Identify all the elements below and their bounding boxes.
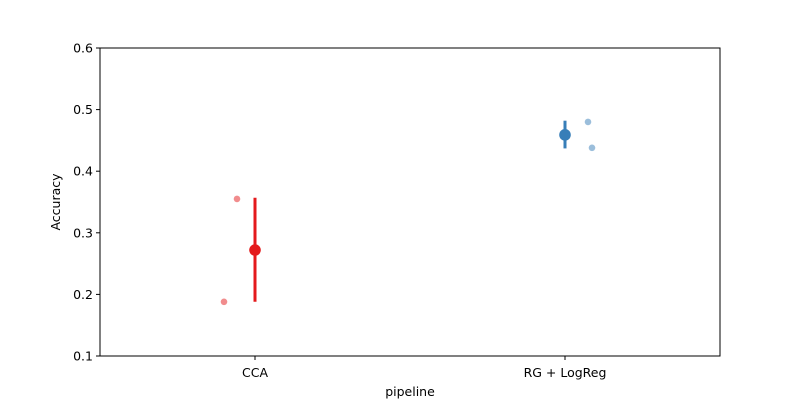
- data-point: [233, 195, 241, 203]
- x-tick-label: RG + LogReg: [524, 365, 607, 380]
- y-axis-label: Accuracy: [48, 173, 63, 231]
- x-tick-label: CCA: [242, 365, 268, 380]
- y-axis: 0.1 0.2 0.3 0.4 0.5 0.6: [73, 41, 100, 364]
- data-point: [584, 118, 592, 126]
- y-tick-label: 0.4: [73, 164, 93, 179]
- x-axis: CCA RG + LogReg: [242, 356, 606, 380]
- chart-marks: [220, 118, 596, 306]
- y-tick-label: 0.6: [73, 41, 93, 56]
- mean-point: [249, 244, 261, 256]
- y-tick-label: 0.3: [73, 225, 93, 240]
- y-tick-label: 0.5: [73, 102, 93, 117]
- mean-point: [559, 129, 571, 141]
- data-point: [220, 298, 228, 306]
- data-point: [588, 144, 596, 152]
- x-axis-label: pipeline: [385, 384, 435, 399]
- y-tick-label: 0.2: [73, 287, 93, 302]
- plot-frame: [99, 47, 721, 357]
- y-tick-label: 0.1: [73, 349, 93, 364]
